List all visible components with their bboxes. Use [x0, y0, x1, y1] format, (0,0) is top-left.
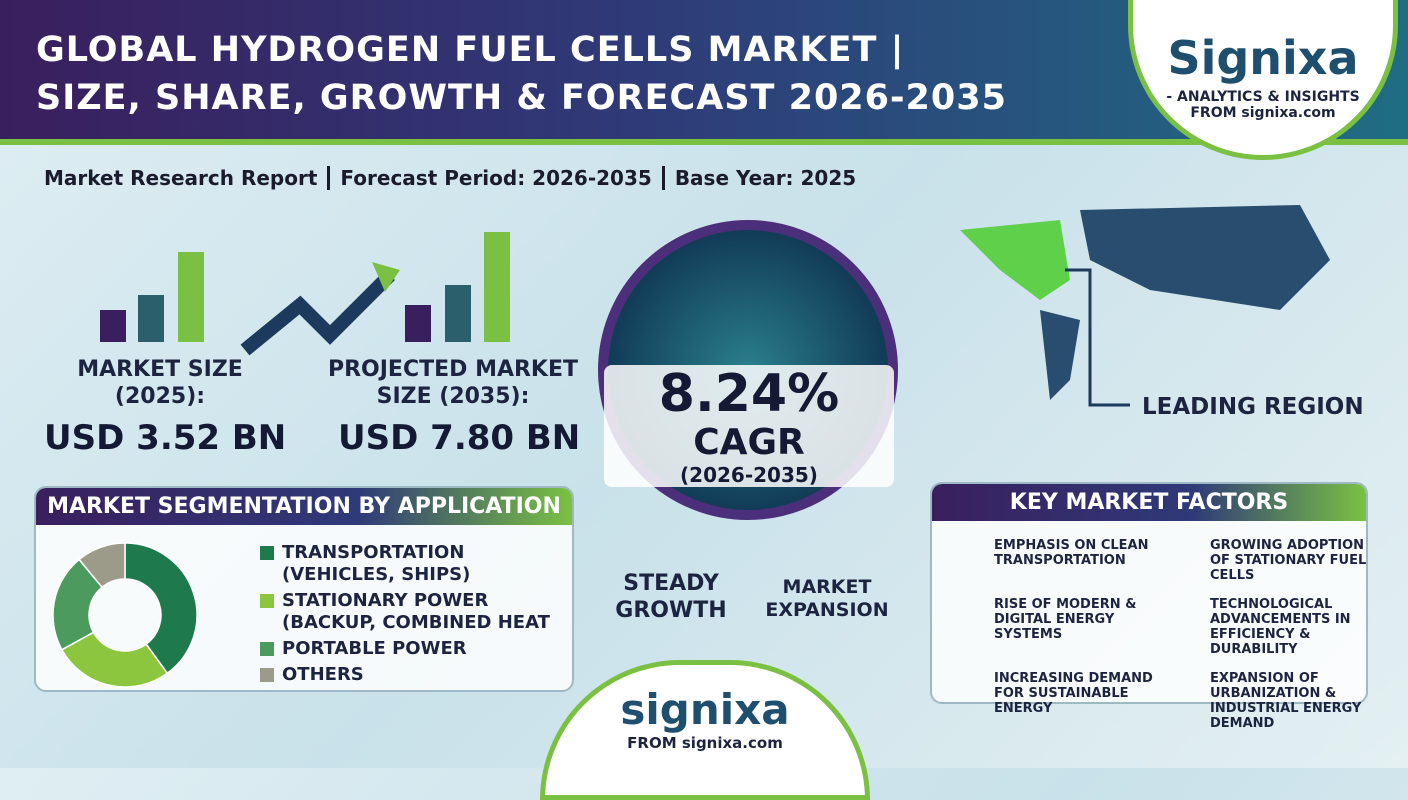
info-item: Forecast Period: 2026-2035: [327, 166, 661, 190]
donut-segment: [60, 631, 169, 688]
market-size-label: MARKET SIZE (2025):: [77, 357, 243, 409]
factor-item: RISE OF MODERN & DIGITAL ENERGY SYSTEMS: [994, 597, 1137, 642]
footer-logo-name: signixa: [620, 685, 790, 734]
cagr-label: CAGR: [693, 422, 805, 463]
projected-label: PROJECTED MARKET SIZE (2035):: [327, 357, 579, 409]
legend-swatch: [260, 668, 274, 682]
factor-item: EMPHASIS ON CLEAN TRANSPORTATION: [994, 538, 1149, 568]
info-item: Base Year: 2025: [661, 166, 866, 190]
cagr-value: 8.24%: [658, 364, 840, 424]
legend-item: PORTABLE POWER: [260, 638, 550, 660]
title: SIZE, SHARE, GROWTH & FORECAST 2026-2035: [36, 78, 1007, 118]
logo-tagline: - ANALYTICS & INSIGHTS: [1166, 89, 1360, 105]
projected-value: USD 7.80 BN: [338, 418, 581, 458]
factor-item: GROWING ADOPTION OF STATIONARY FUEL CELL…: [1210, 538, 1367, 583]
footer-logo-source: FROM signixa.com: [627, 734, 783, 752]
factors-title: KEY MARKET FACTORS: [932, 484, 1366, 521]
segmentation-panel: MARKET SEGMENTATION BY APPLICATION TRANS…: [34, 486, 574, 692]
segmentation-title: MARKET SEGMENTATION BY APPLICATION: [36, 488, 572, 525]
legend-label: TRANSPORTATION (VEHICLES, SHIPS): [282, 542, 471, 585]
legend-item: TRANSPORTATION (VEHICLES, SHIPS): [260, 542, 550, 586]
legend-label: STATIONARY POWER (BACKUP, COMBINED HEAT: [282, 590, 550, 633]
market-size-value: USD 3.52 BN: [44, 418, 287, 458]
illustrations: [100, 205, 1330, 407]
factor-item: INCREASING DEMAND FOR SUSTAINABLE ENERGY: [994, 671, 1153, 716]
factor-item: EXPANSION OF URBANIZATION & INDUSTRIAL E…: [1210, 671, 1362, 731]
donut-segment: [78, 542, 126, 589]
logo-source: FROM signixa.com: [1190, 105, 1336, 121]
logo-name: Signixa: [1167, 31, 1359, 85]
legend-item: STATIONARY POWER (BACKUP, COMBINED HEAT: [260, 590, 550, 634]
donut-segment: [124, 542, 198, 675]
legend-label: OTHERS: [282, 664, 364, 685]
market-expansion: MARKET EXPANSION: [765, 576, 889, 621]
leading-region: LEADING REGION: [1142, 394, 1364, 420]
donut-segment: [52, 558, 104, 651]
factors-list: EMPHASIS ON CLEAN TRANSPORTATION GROWING …: [994, 538, 1370, 731]
cagr-period: (2026-2035): [680, 463, 818, 487]
legend-swatch: [260, 546, 274, 560]
info-item: Market Research Report: [44, 166, 318, 190]
legend-swatch: [260, 594, 274, 608]
steady-growth: STEADY GROWTH: [615, 571, 727, 623]
report-info: Market Research Report Forecast Period: …: [34, 166, 866, 190]
legend-label: PORTABLE POWER: [282, 638, 467, 659]
legend-swatch: [260, 642, 274, 656]
footer-logo: signixa FROM signixa.com: [540, 660, 870, 800]
factor-item: TECHNOLOGICAL ADVANCEMENTS IN EFFICIENCY…: [1210, 597, 1351, 657]
donut-chart: [52, 542, 198, 688]
factors-panel: KEY MARKET FACTORS EMPHASIS ON CLEAN TRA…: [930, 482, 1368, 731]
title: GLOBAL HYDROGEN FUEL CELLS MARKET |: [36, 30, 905, 70]
legend: TRANSPORTATION (VEHICLES, SHIPS) STATIONA…: [260, 542, 550, 690]
cagr-circle: 8.24% CAGR (2026-2035): [598, 220, 898, 520]
legend-item: OTHERS: [260, 664, 550, 686]
